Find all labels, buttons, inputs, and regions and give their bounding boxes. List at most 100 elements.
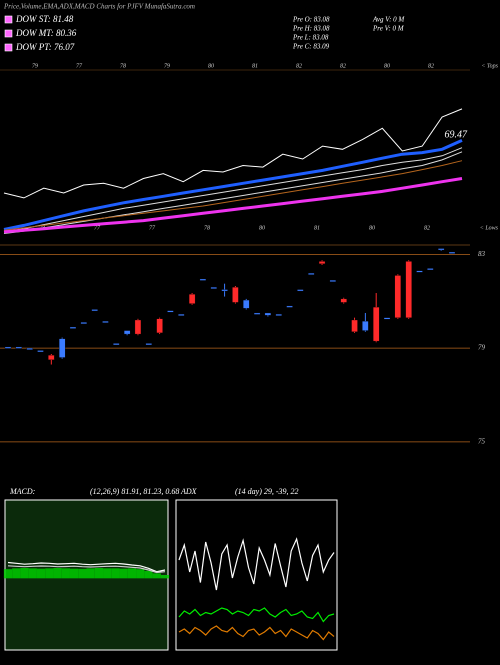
legend-label: DOW ST: 81.48 — [15, 14, 74, 24]
series-line — [3, 139, 463, 231]
top-label: 81 — [252, 63, 258, 69]
y-tick-label: 83 — [478, 250, 486, 258]
candle-body — [4, 346, 12, 349]
candle-body — [275, 313, 282, 316]
top-label: 79 — [164, 63, 170, 69]
top-label: 78 — [120, 63, 126, 69]
candle-body — [26, 347, 33, 350]
histogram-bar — [28, 568, 37, 579]
histogram-bar — [69, 568, 79, 579]
legend-label: DOW MT: 80.36 — [15, 28, 77, 38]
info-text: Pre H: 83.08 — [292, 25, 330, 33]
candle-body — [448, 251, 456, 254]
info-text: Pre C: 83.09 — [292, 43, 330, 51]
series-line — [7, 561, 166, 573]
top-label: 77 — [76, 63, 83, 69]
panel-subtitle: (14 day) 29, -39, 22 — [235, 487, 299, 496]
histogram-bar — [152, 573, 161, 579]
candle-body — [91, 309, 98, 312]
series-line — [3, 160, 463, 231]
candle-body — [416, 270, 423, 273]
candle-body — [178, 313, 185, 316]
candle-body — [318, 261, 326, 264]
candle-body — [243, 299, 250, 309]
legend-label: DOW PT: 76.07 — [15, 42, 75, 52]
histogram-bar — [61, 568, 70, 579]
top-label: 80 — [208, 63, 214, 69]
info-text: Pre V: 0 M — [372, 25, 405, 33]
candle-body — [340, 298, 347, 303]
candle-body — [102, 321, 109, 323]
candle-body — [80, 322, 87, 324]
candle-body — [134, 319, 142, 335]
histogram-bar — [136, 569, 145, 579]
candle-body — [394, 275, 402, 318]
adx-panel — [175, 499, 338, 651]
candle-body — [58, 338, 66, 358]
low-label: 80 — [369, 225, 375, 231]
histogram-bar — [119, 568, 128, 579]
histogram-bar — [86, 568, 95, 579]
info-text: Avg V: 0 M — [372, 16, 405, 24]
low-label: 78 — [204, 225, 210, 231]
top-label: 79 — [32, 63, 38, 69]
candle-body — [405, 261, 412, 318]
candle-body — [438, 248, 445, 251]
histogram-bar — [3, 569, 13, 579]
histogram-bar — [36, 568, 46, 579]
histogram-bar — [12, 568, 21, 579]
legend-swatch — [4, 15, 13, 24]
y-tick-label: 79 — [478, 344, 486, 352]
histogram-bar — [78, 568, 87, 579]
series-line — [178, 537, 335, 591]
low-label: 80 — [259, 225, 265, 231]
candle-body — [221, 289, 228, 292]
candle-body — [188, 294, 196, 304]
series-line — [178, 625, 335, 641]
histogram-bar — [160, 575, 170, 579]
low-label: 77 — [94, 225, 101, 231]
candle-body — [351, 319, 358, 332]
price-annotation: 69.47 — [445, 129, 469, 140]
candle-body — [264, 312, 272, 316]
candle-body — [123, 330, 131, 335]
candle-body — [113, 343, 120, 346]
low-label: 81 — [314, 225, 320, 231]
lows-title: < Lows — [480, 225, 499, 231]
candle-body — [69, 326, 77, 329]
candle-body — [167, 310, 174, 313]
candle-body — [48, 355, 55, 360]
histogram-bar — [20, 568, 29, 579]
histogram-bar — [103, 568, 112, 579]
candle-body — [15, 346, 22, 349]
top-label: 80 — [384, 63, 390, 69]
panel-title: ADX — [180, 487, 198, 496]
histogram-bar — [45, 568, 54, 579]
histogram-bar — [127, 568, 137, 579]
series-line — [3, 151, 463, 234]
y-tick-label: 75 — [478, 437, 486, 445]
low-label: 82 — [424, 225, 430, 231]
legend-swatch — [4, 29, 13, 38]
panel-subtitle: (12,26,9) 81.91, 81.23, 0.68 — [90, 487, 179, 496]
series-line — [3, 108, 463, 199]
candle-body — [362, 321, 369, 331]
low-label: 77 — [149, 225, 156, 231]
candle-body — [308, 272, 315, 275]
tops-title: < Tops — [481, 63, 498, 69]
top-label: 82 — [428, 63, 434, 69]
candle-body — [210, 287, 217, 289]
candle-body — [156, 318, 163, 334]
candle-body — [199, 278, 207, 281]
histogram-bar — [94, 568, 104, 579]
series-line — [7, 565, 166, 574]
histogram-bar — [53, 568, 62, 579]
candle-body — [232, 287, 239, 303]
series-line — [3, 147, 463, 233]
series-line — [178, 607, 335, 623]
histogram-bar — [144, 570, 153, 579]
info-text: Pre O: 83.08 — [292, 16, 330, 24]
candle-body — [253, 312, 261, 315]
candle-body — [37, 350, 44, 353]
